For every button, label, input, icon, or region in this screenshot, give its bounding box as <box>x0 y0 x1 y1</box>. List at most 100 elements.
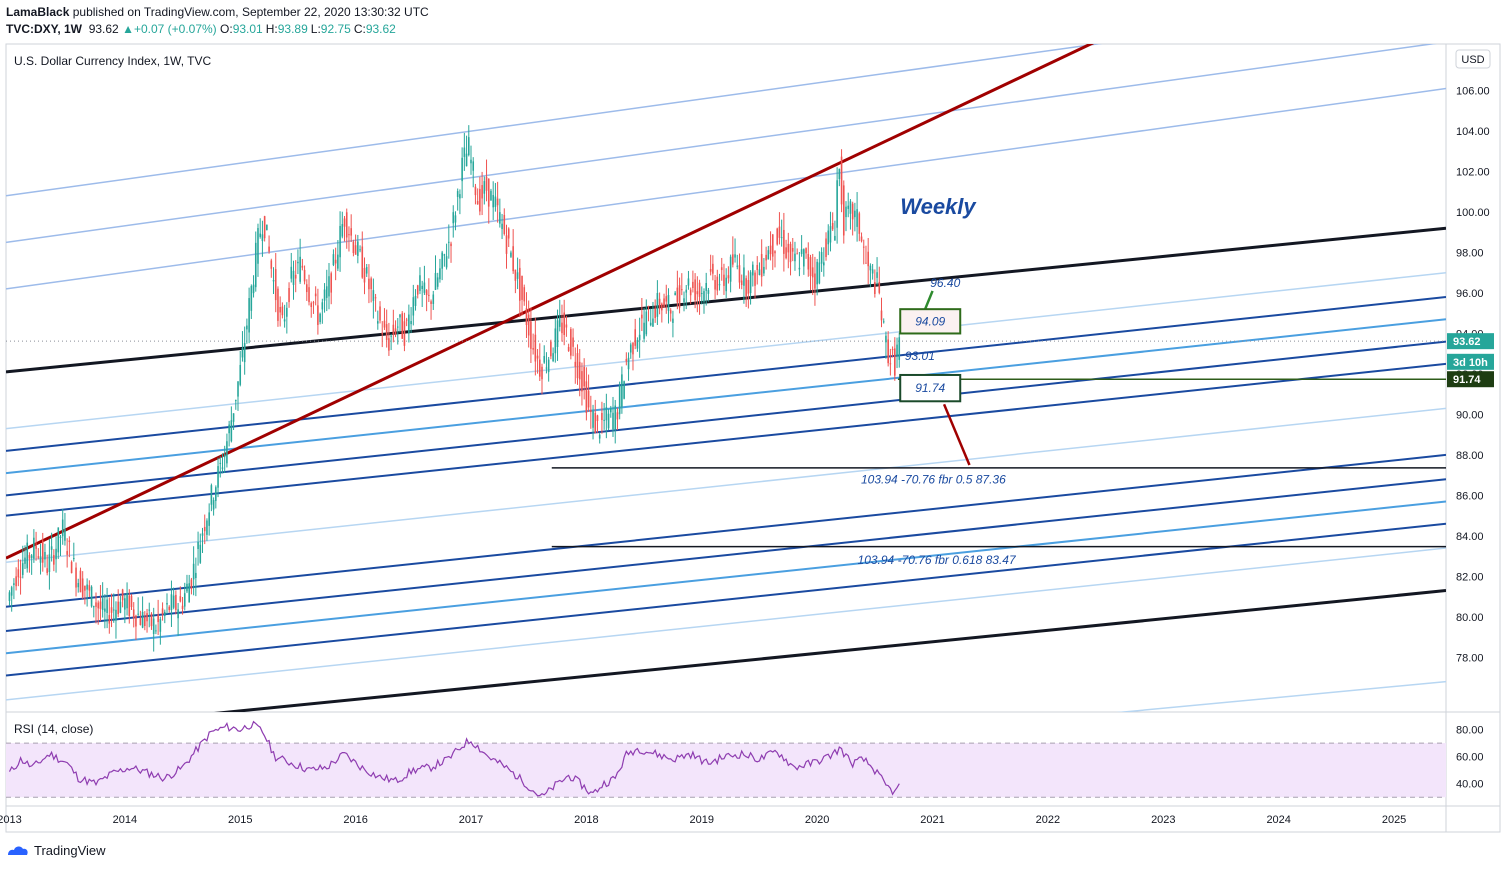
candle-body <box>368 278 370 290</box>
candle-body <box>61 519 64 537</box>
currency-badge[interactable] <box>1455 49 1491 69</box>
trend-line-pale-channel-4[interactable] <box>6 680 1446 818</box>
chart-annotations[interactable]: 94.09 91.74 Weekly 96.40 93.01 103.94 -70.76 … <box>858 194 1017 567</box>
candle-body <box>856 209 858 227</box>
price-tick-label: 86.00 <box>1456 490 1484 502</box>
candle-body <box>805 248 807 254</box>
trend-line-blue-channel-2[interactable] <box>6 500 1446 655</box>
trend-line-blue-channel-1[interactable] <box>6 318 1446 475</box>
candle-body <box>377 321 379 324</box>
publish-info: LamaBlack published on TradingView.com, … <box>6 5 429 19</box>
candle-body <box>243 343 246 363</box>
trend-line-black-channel-top[interactable] <box>6 226 1446 374</box>
candle-body <box>470 159 472 164</box>
candle-body <box>68 540 71 543</box>
candle-body <box>550 341 552 357</box>
candle-body <box>124 598 126 610</box>
trend-lines[interactable] <box>6 0 1446 817</box>
candle-body <box>729 256 732 282</box>
candle-body <box>552 353 554 362</box>
candle-body <box>561 322 563 334</box>
candle-body <box>865 262 867 264</box>
annotation-text[interactable]: 93.01 <box>905 349 935 363</box>
annotation-text[interactable]: 96.40 <box>930 276 960 290</box>
trend-line-target-arrow-down[interactable] <box>942 403 971 466</box>
publisher-name[interactable]: LamaBlack <box>6 5 70 19</box>
candle-body <box>430 301 432 304</box>
candle-body <box>443 254 446 256</box>
tradingview-brand[interactable]: TradingView <box>6 842 106 858</box>
trend-line-navy-channel-6[interactable] <box>6 522 1446 677</box>
candle-body <box>858 213 861 234</box>
trend-line-navy-channel-1[interactable] <box>6 296 1446 452</box>
trend-line-black-channel-bottom[interactable] <box>6 589 1446 735</box>
candle-body <box>428 294 430 296</box>
candle-body <box>803 249 805 267</box>
annotation-text[interactable]: 103.94 -70.76 fbr 0.5 87.36 <box>861 472 1006 486</box>
trend-line-upper-channel-2[interactable] <box>6 42 1446 244</box>
candle-body <box>452 212 455 224</box>
annotation-text[interactable]: 103.94 -70.76 fbr 0.618 83.47 <box>858 553 1017 567</box>
candle-body <box>317 305 319 325</box>
candle-body <box>476 201 479 205</box>
candle-body <box>352 241 355 254</box>
candle-body <box>323 289 326 301</box>
candle-body <box>166 602 168 605</box>
candle-body <box>263 216 266 239</box>
annotation-box[interactable] <box>899 308 962 335</box>
candle-body <box>727 275 730 279</box>
candle-body <box>527 314 530 336</box>
candle-body <box>512 246 514 272</box>
trend-line-pale-channel-2[interactable] <box>6 407 1446 563</box>
candle-body <box>217 466 219 488</box>
trend-line-pale-channel-3[interactable] <box>6 547 1446 701</box>
candle-body <box>310 303 313 308</box>
candle-body <box>718 284 721 286</box>
candle-body <box>590 409 592 413</box>
candle-body <box>565 324 568 328</box>
candle-body <box>90 586 93 607</box>
candle-body <box>583 366 585 387</box>
trend-line-navy-channel-3[interactable] <box>6 362 1446 517</box>
time-tick-label: 2014 <box>113 814 137 826</box>
candle-body <box>448 241 450 243</box>
candle-body <box>683 298 685 303</box>
candle-body <box>825 238 827 258</box>
candle-body <box>53 555 55 565</box>
candle-body <box>348 234 350 236</box>
trend-line-upper-channel-3[interactable] <box>6 87 1446 290</box>
candle-body <box>66 551 68 555</box>
candle-body <box>738 265 741 283</box>
candle-body <box>221 467 224 469</box>
candle-body <box>10 587 13 596</box>
candle-body <box>641 314 643 319</box>
candle-body <box>345 212 348 238</box>
candle-body <box>845 206 847 218</box>
candle-body <box>201 533 204 536</box>
candle-body <box>483 181 486 194</box>
candle-body <box>337 254 339 269</box>
candle-body <box>301 265 304 268</box>
candle-body <box>656 293 659 317</box>
trend-line-navy-channel-2[interactable] <box>6 340 1446 497</box>
candle-body <box>88 585 91 591</box>
candle-body <box>849 201 852 214</box>
trend-line-upper-channel-1[interactable] <box>6 0 1446 197</box>
time-axis[interactable]: 2013 2014 2015 2016 2017 2018 2019 2020 2021 2022… <box>0 814 1406 826</box>
trend-line-pale-channel-1[interactable] <box>6 271 1446 430</box>
trend-line-navy-channel-4[interactable] <box>6 453 1446 608</box>
candle-body <box>596 415 599 421</box>
symbol-name[interactable]: TVC:DXY, 1W <box>6 22 83 36</box>
trend-line-navy-channel-5[interactable] <box>6 478 1446 633</box>
annotation-box[interactable] <box>899 373 962 403</box>
candle-body <box>439 268 441 280</box>
annotation-text[interactable]: Weekly <box>900 194 977 219</box>
candle-body <box>190 579 193 589</box>
time-tick-label: 2021 <box>920 814 944 826</box>
candle-body <box>510 252 512 257</box>
trend-line-red-rising-trendline[interactable] <box>6 30 1121 560</box>
candle-body <box>842 185 845 236</box>
candle-body <box>274 269 277 301</box>
candle-body <box>898 337 901 360</box>
